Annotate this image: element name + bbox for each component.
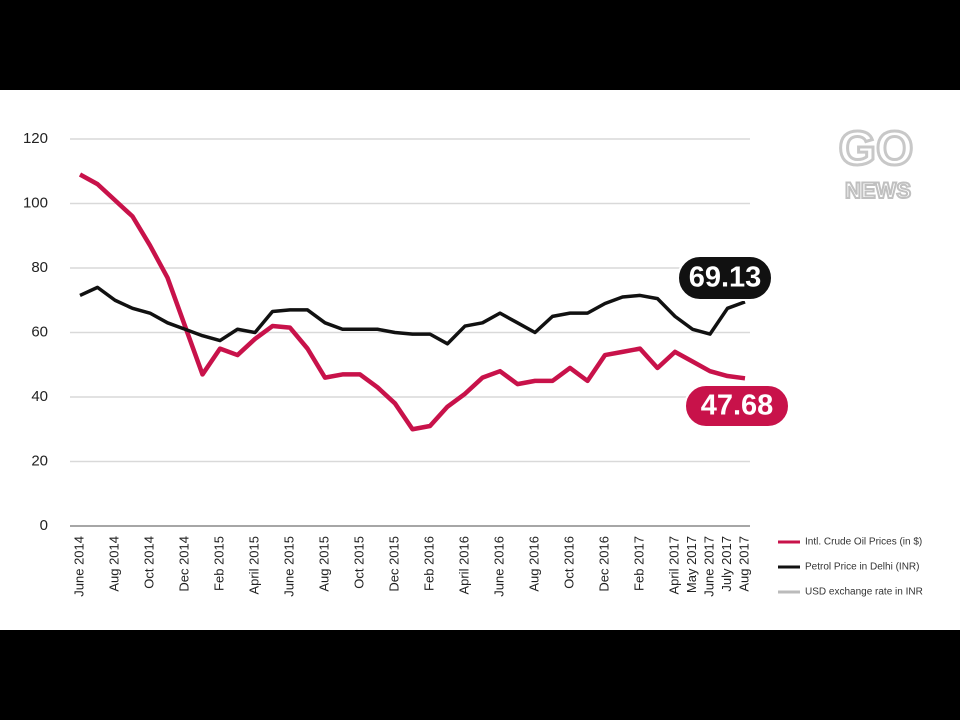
x-tick-label: Oct 2016: [561, 536, 576, 589]
y-tick-label: 0: [40, 517, 48, 534]
legend-label: Petrol Price in Delhi (INR): [805, 562, 919, 573]
y-tick-label: 20: [31, 452, 48, 469]
y-tick-label: 80: [31, 259, 48, 276]
x-tick-label: April 2016: [456, 536, 471, 595]
x-tick-label: June 2014: [71, 536, 86, 597]
x-tick-label: Feb 2017: [631, 536, 646, 591]
x-tick-label: July 2017: [719, 536, 734, 592]
x-tick-label: Aug 2015: [316, 536, 331, 592]
x-tick-label: Dec 2016: [596, 536, 611, 592]
y-tick-label: 100: [23, 194, 48, 211]
x-tick-label: Feb 2016: [421, 536, 436, 591]
annotation-pill: [684, 384, 790, 428]
y-tick-label: 40: [31, 388, 48, 405]
x-tick-label: Oct 2014: [141, 536, 156, 589]
annotation-pill: [677, 255, 773, 301]
x-tick-label: April 2017: [666, 536, 681, 595]
series-line: [78, 172, 746, 432]
y-tick-label: 60: [31, 323, 48, 340]
annotation-text: 47.68: [701, 390, 774, 422]
x-tick-label: June 2015: [281, 536, 296, 597]
x-tick-label: Oct 2015: [351, 536, 366, 589]
x-tick-label: April 2015: [246, 536, 261, 595]
x-tick-label: Aug 2016: [526, 536, 541, 592]
legend-label: Intl. Crude Oil Prices (in $): [805, 537, 922, 548]
chart-area: [0, 90, 960, 630]
x-tick-label: June 2017: [701, 536, 716, 597]
logo-bottom: NEWS: [845, 178, 911, 203]
annotation-text: 69.13: [689, 262, 762, 294]
x-tick-label: Dec 2014: [176, 536, 191, 592]
x-tick-label: Aug 2014: [106, 536, 121, 592]
x-tick-label: Dec 2015: [386, 536, 401, 592]
legend-label: USD exchange rate in INR: [805, 587, 923, 598]
x-tick-label: May 2017: [684, 536, 699, 593]
x-tick-label: Aug 2017: [736, 536, 751, 592]
x-tick-label: June 2016: [491, 536, 506, 597]
series-line: [79, 285, 746, 346]
x-tick-label: Feb 2015: [211, 536, 226, 591]
y-tick-label: 120: [23, 130, 48, 147]
logo-top: GO: [839, 123, 914, 176]
